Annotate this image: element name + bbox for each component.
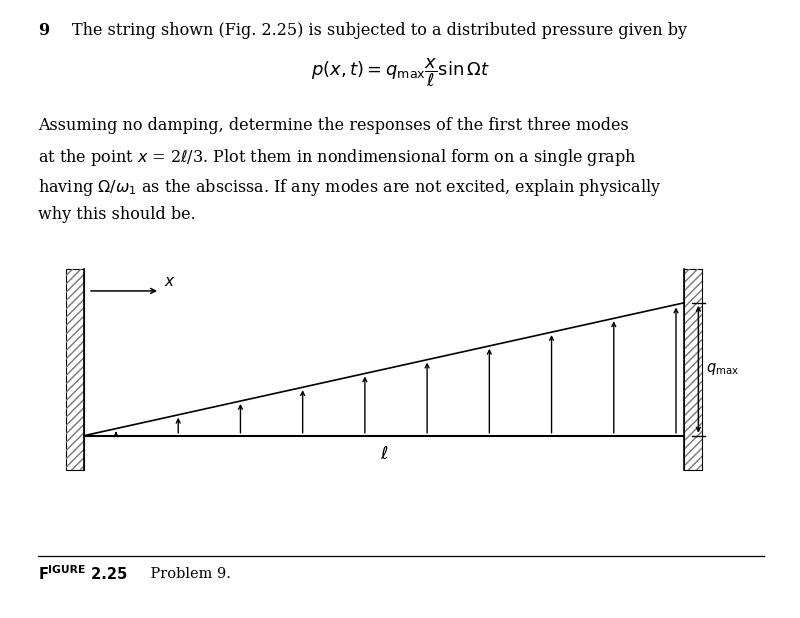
Text: The string shown (Fig. 2.25) is subjected to a distributed pressure given by: The string shown (Fig. 2.25) is subjecte… [72,22,687,39]
Text: $q_{\mathrm{max}}$: $q_{\mathrm{max}}$ [706,362,740,377]
Text: $\ell$: $\ell$ [380,446,388,464]
Text: having $\Omega/\omega_1$ as the abscissa. If any modes are not excited, explain : having $\Omega/\omega_1$ as the abscissa… [38,177,662,198]
Text: $x$: $x$ [164,275,175,289]
Text: IGURE: IGURE [48,565,85,575]
Text: why this should be.: why this should be. [38,206,196,224]
Text: at the point $x$ = 2$\ell$/3. Plot them in nondimensional form on a single graph: at the point $x$ = 2$\ell$/3. Plot them … [38,147,637,168]
Bar [66,269,84,470]
Text: Assuming no damping, determine the responses of the first three modes: Assuming no damping, determine the respo… [38,117,629,135]
Text: Problem 9.: Problem 9. [132,567,231,582]
Bar [684,269,702,470]
Text: $p(x,t) = q_{\mathrm{max}}\dfrac{x}{\ell}\sin\Omega t$: $p(x,t) = q_{\mathrm{max}}\dfrac{x}{\ell… [310,57,490,89]
Text: 2.25: 2.25 [86,567,128,582]
Text: 9: 9 [38,22,50,39]
Bar [66,269,84,470]
Text: F: F [38,567,48,582]
Bar [684,269,702,470]
